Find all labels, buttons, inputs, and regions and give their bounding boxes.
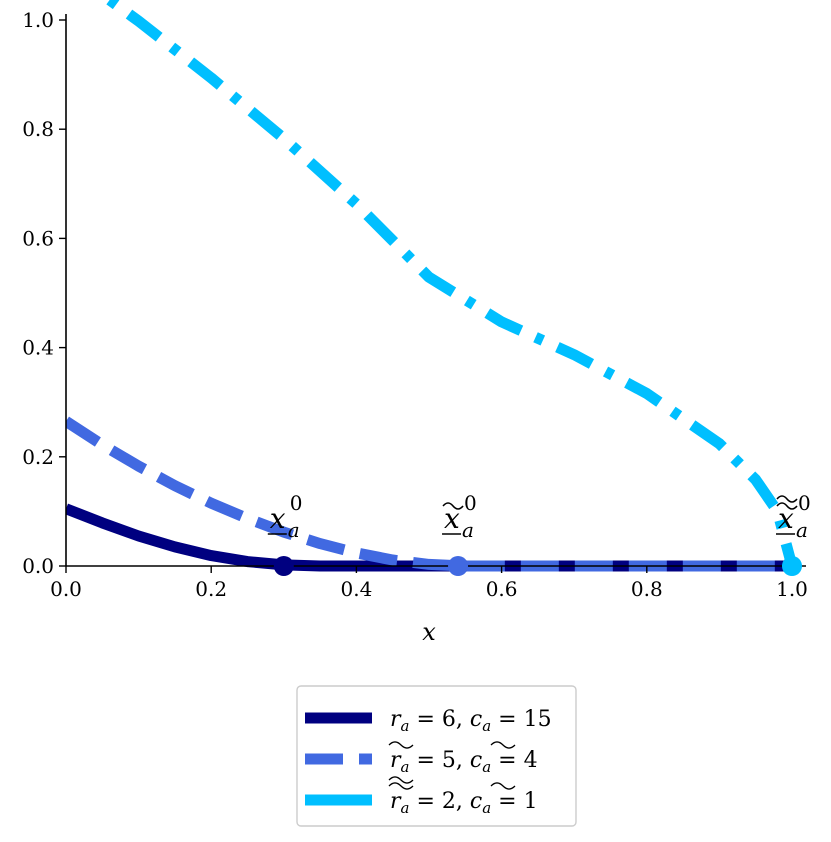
legend-tilde (388, 776, 414, 784)
x-tick-label: 0.6 (486, 577, 518, 601)
x-tick-label: 0.0 (50, 577, 82, 601)
axes-layer: 0.0 0.2 0.4 0.6 0.8 1.0 0.0 0.2 0.4 0.6 0.8 1.0 x (22, 8, 808, 646)
annotation-superscript: 0 (464, 491, 477, 515)
x-tick-label: 0.8 (631, 577, 663, 601)
y-tick-label: 0.6 (22, 226, 54, 250)
annotation-tilde (442, 502, 464, 510)
series-line-1 (66, 503, 792, 572)
legend-entry-3: ra = 2, ca = 1 (305, 776, 538, 817)
legend-tilde (388, 741, 414, 749)
annotation-superscript: 0 (798, 491, 811, 515)
legend-tilde (490, 741, 516, 749)
x-axis-label: x (422, 618, 436, 646)
annotation-tilde (776, 502, 798, 510)
y-tick-label: 0.8 (22, 117, 54, 141)
annotation-tilde (776, 495, 798, 503)
x-tick-label: 0.2 (195, 577, 227, 601)
y-tick-label: 0.4 (22, 336, 54, 360)
annotation-superscript: 0 (290, 491, 303, 515)
legend-label: ra = 5, ca = 4 (390, 748, 538, 776)
series-line-3 (100, 0, 798, 568)
y-tick-label: 0.2 (22, 445, 54, 469)
x-tick-label: 1.0 (776, 577, 808, 601)
legend-entry-1: ra = 6, ca = 15 (305, 707, 552, 735)
marker-point-1 (273, 556, 294, 576)
marker-point-3 (782, 556, 802, 576)
legend-tilde (490, 782, 516, 790)
legend-entry-2: ra = 5, ca = 4 (305, 741, 538, 776)
annotation-subscript: a (796, 518, 808, 542)
point-annotation-3: x a 0 (776, 491, 811, 542)
legend: ra = 6, ca = 15 ra = 5, ca = 4 ra = 2, ca … (296, 685, 577, 827)
annotation-symbol: x (270, 502, 286, 535)
annotation-subscript: a (288, 518, 300, 542)
point-annotation-1: x a 0 (267, 491, 303, 542)
legend-label: ra = 2, ca = 1 (390, 789, 538, 817)
annotation-subscript: a (462, 518, 474, 542)
point-annotation-2: x a 0 (442, 491, 477, 542)
marker-point-2 (448, 556, 469, 576)
annotation-symbol: x (778, 502, 794, 535)
series-layer (66, 0, 798, 572)
points-layer (273, 556, 802, 576)
y-tick-label: 1.0 (22, 8, 54, 32)
x-tick-label: 0.4 (340, 577, 372, 601)
legend-label: ra = 6, ca = 15 (390, 707, 552, 735)
annotation-symbol: x (444, 502, 460, 535)
annotation-layer: x a0 x a0 x a0 (267, 491, 811, 542)
legend-tilde (388, 782, 414, 790)
y-tick-label: 0.0 (22, 554, 54, 578)
